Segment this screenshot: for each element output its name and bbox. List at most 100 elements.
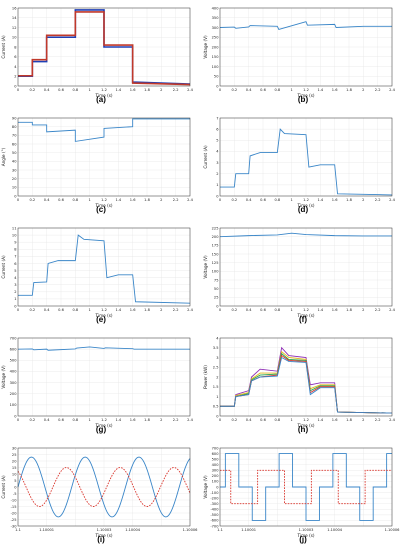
x-tick-label: 1.2 xyxy=(303,198,309,202)
x-tick-label: 0.8 xyxy=(274,308,280,312)
x-tick-label: 2 xyxy=(362,198,364,202)
x-tick-label: 1.10006 xyxy=(183,528,199,532)
y-tick-label: 300 xyxy=(10,381,18,385)
x-axis-label: Time (s) xyxy=(296,93,314,98)
y-tick-label: 600 xyxy=(10,347,18,351)
x-tick-label: 0.4 xyxy=(246,418,252,422)
x-tick-label: 1.4 xyxy=(317,308,323,312)
y-tick-label: 11 xyxy=(12,226,17,230)
panel-i: 1.1 1.10001 1.10003 1.10004 1.10006 -30 -25 -20… xyxy=(0,440,202,550)
y-tick-label: 100 xyxy=(212,270,220,274)
x-tick-label: 1 xyxy=(291,308,293,312)
y-tick-label: 3 xyxy=(216,161,218,165)
x-tick-label: 2 xyxy=(362,88,364,92)
panel-caption: (b) xyxy=(297,95,309,104)
y-tick-label: 150 xyxy=(212,55,220,59)
y-tick-label: 16 xyxy=(12,6,17,10)
y-tick-label: 5 xyxy=(14,269,16,273)
x-tick-label: 0.6 xyxy=(260,308,266,312)
y-tick-label: -30 xyxy=(11,524,18,528)
y-tick-label: 300 xyxy=(212,469,220,473)
x-tick-label: 1.4 xyxy=(115,308,121,312)
panel-caption: (a) xyxy=(96,95,106,104)
x-tick-label: 2 xyxy=(160,88,162,92)
y-axis-label: Current (A) xyxy=(203,145,208,169)
series-line-1 xyxy=(17,346,190,351)
x-tick-label: 1.10004 xyxy=(327,528,343,532)
x-tick-label: 0.6 xyxy=(260,418,266,422)
plot-j: 1.1 1.10001 1.10003 1.10004 1.10006 -700-600 -… xyxy=(203,446,401,538)
y-tick-label: 100 xyxy=(212,65,220,69)
x-tick-label: 1.4 xyxy=(115,88,121,92)
x-tick-label: 1 xyxy=(291,418,293,422)
x-tick-label: 1.6 xyxy=(332,198,338,202)
x-tick-label: 1.6 xyxy=(332,88,338,92)
x-tick-label: 0.8 xyxy=(72,418,78,422)
panel-h: 0 0.2 0.4 0.6 0.8 1 1.2 1.4 1.6 1.8 2 2.2 2.4 0 0.5 1 1.… xyxy=(202,330,404,440)
x-tick-label: 0.4 xyxy=(44,88,50,92)
y-tick-label: 14 xyxy=(12,16,17,20)
x-axis-label: Time (s) xyxy=(94,423,112,428)
panel-caption: (j) xyxy=(299,535,307,544)
x-tick-label: 2 xyxy=(362,418,364,422)
y-tick-label: 6 xyxy=(216,127,219,131)
x-tick-label: 1.6 xyxy=(332,308,338,312)
x-tick-label: 2.2 xyxy=(173,198,179,202)
y-tick-label: 10 xyxy=(12,186,17,190)
panel-d: 0 0.2 0.4 0.6 0.8 1 1.2 1.4 1.6 1.8 2 2.2 2.4 0 1 2 3 4 5 6… xyxy=(202,110,404,220)
y-tick-label: 60 xyxy=(12,142,17,146)
x-tick-label: 1 xyxy=(89,308,91,312)
y-tick-label: 350 xyxy=(212,16,220,20)
x-tick-label: 2 xyxy=(160,198,162,202)
x-tick-label: 0.8 xyxy=(274,418,280,422)
series-line-2 xyxy=(18,11,191,86)
x-tick-label: 2.4 xyxy=(187,308,193,312)
y-tick-label: 200 xyxy=(10,392,18,396)
x-tick-label: 2.4 xyxy=(389,88,395,92)
x-tick-label: 0 xyxy=(17,418,20,422)
x-tick-label: 1.10003 xyxy=(97,528,112,532)
x-tick-label: 2 xyxy=(160,418,162,422)
y-tick-label: 3 xyxy=(14,283,16,287)
x-tick-label: 1 xyxy=(89,198,91,202)
y-tick-label: 20 xyxy=(12,459,17,463)
series-line-2 xyxy=(220,350,393,414)
y-tick-label: 700 xyxy=(212,446,220,450)
y-tick-label: 0 xyxy=(14,414,17,418)
panel-caption: (f) xyxy=(299,315,307,324)
x-tick-label: 1.10006 xyxy=(385,528,401,532)
y-tick-label: 100 xyxy=(212,480,220,484)
y-tick-label: 400 xyxy=(212,6,220,10)
plot-e: 0 0.2 0.4 0.6 0.8 1 1.2 1.4 1.6 1.8 2 2.2 2.4 0 1 2 3 4 5 6… xyxy=(1,226,194,318)
panel-a: 0 0.2 0.4 0.6 0.8 1 1.2 1.4 1.6 1.8 2 2.2 2.4 0 2 4 6 8 10… xyxy=(0,0,202,110)
x-tick-label: 1.10001 xyxy=(39,528,54,532)
x-tick-label: 2.2 xyxy=(173,418,179,422)
y-tick-label: 7 xyxy=(14,255,16,259)
y-tick-label: 20 xyxy=(12,177,17,181)
panel-j: 1.1 1.10001 1.10003 1.10004 1.10006 -700 -600 -… xyxy=(202,440,404,550)
series-line-1 xyxy=(18,118,190,142)
x-tick-label: 0.4 xyxy=(246,88,252,92)
plot-frame xyxy=(17,117,191,197)
x-tick-label: 1.6 xyxy=(130,418,136,422)
plot-b: 0 0.2 0.4 0.6 0.8 1 1.2 1.4 1.6 1.8 2 2.2 2.4 0 50 100 1… xyxy=(203,6,396,98)
plot-i: 1.1 1.10001 1.10003 1.10004 1.10006 -30 -25 -20… xyxy=(1,446,199,538)
y-tick-label: 0 xyxy=(216,194,219,198)
x-tick-label: 1.4 xyxy=(115,418,121,422)
y-tick-label: 9 xyxy=(14,240,17,244)
x-tick-label: 2.4 xyxy=(389,418,395,422)
plot-f: 0 0.2 0.4 0.6 0.8 1 1.2 1.4 1.6 1.8 2 2.2 2.4 0 25 50 75… xyxy=(203,226,396,318)
series-line-1 xyxy=(219,232,392,238)
y-tick-label: 10 xyxy=(12,233,17,237)
series-line-1 xyxy=(18,234,191,304)
y-tick-label: 150 xyxy=(212,252,220,256)
y-tick-label: 4 xyxy=(14,65,17,69)
y-tick-label: 15 xyxy=(12,466,17,470)
x-tick-label: 1.8 xyxy=(346,308,352,312)
plot-frame xyxy=(219,227,393,307)
y-axis-label: Current (A) xyxy=(1,475,6,499)
x-tick-label: 0 xyxy=(17,198,20,202)
panel-caption: (e) xyxy=(96,315,106,324)
plot-h: 0 0.2 0.4 0.6 0.8 1 1.2 1.4 1.6 1.8 2 2.2 2.4 0 0.5 1 1.… xyxy=(203,336,396,428)
